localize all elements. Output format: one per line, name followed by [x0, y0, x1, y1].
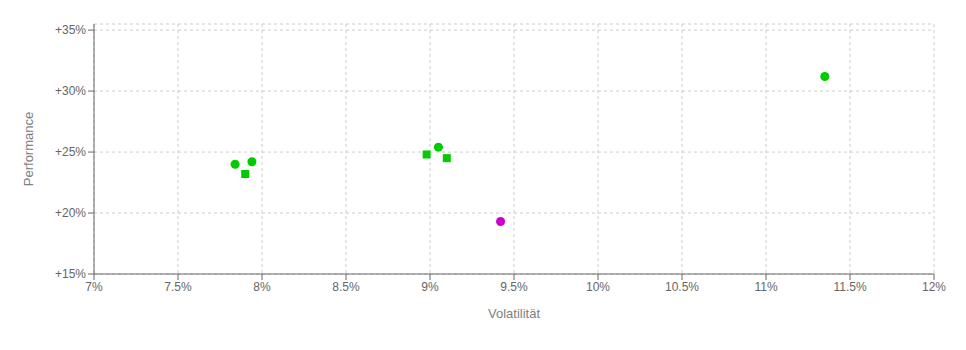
svg-text:10.5%: 10.5%: [665, 280, 699, 294]
svg-text:10%: 10%: [586, 280, 610, 294]
svg-text:11.5%: 11.5%: [833, 280, 866, 294]
svg-text:+25%: +25%: [55, 145, 86, 159]
svg-text:11%: 11%: [754, 280, 777, 294]
svg-text:7.5%: 7.5%: [164, 280, 192, 294]
svg-text:8.5%: 8.5%: [332, 280, 360, 294]
svg-text:+30%: +30%: [55, 84, 86, 98]
svg-text:9.5%: 9.5%: [500, 280, 528, 294]
svg-text:Performance: Performance: [21, 112, 36, 186]
svg-text:12%: 12%: [922, 280, 946, 294]
svg-text:+20%: +20%: [55, 206, 86, 220]
svg-text:8%: 8%: [253, 280, 271, 294]
svg-text:Volatilität: Volatilität: [488, 306, 540, 321]
svg-text:+35%: +35%: [55, 23, 86, 37]
svg-text:+15%: +15%: [55, 267, 86, 281]
svg-text:7%: 7%: [85, 280, 103, 294]
svg-text:9%: 9%: [421, 280, 439, 294]
